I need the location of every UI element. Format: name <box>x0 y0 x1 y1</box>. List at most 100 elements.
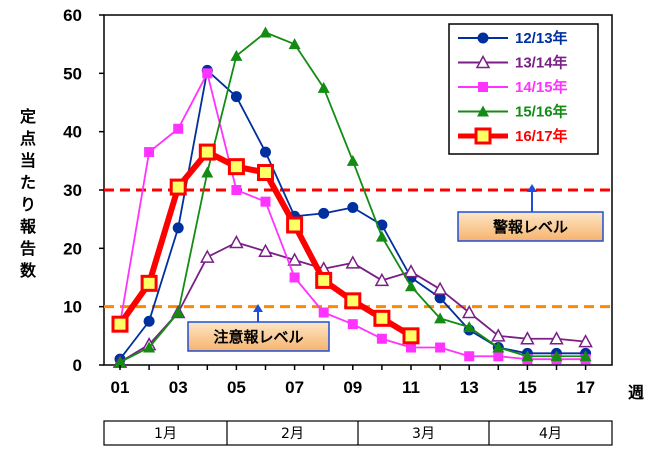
legend-label-2: 14/15年 <box>515 78 568 96</box>
annotation-box-0 <box>457 211 604 242</box>
series-3-point-7 <box>317 81 330 93</box>
y-tick-label-5: 50 <box>63 64 82 83</box>
series-1-point-10 <box>403 264 419 278</box>
legend-label-1: 13/14年 <box>515 54 568 72</box>
x-tick-label-5: 11 <box>402 378 420 397</box>
series-2-point-2 <box>173 123 184 134</box>
annotation-arrow-head-1 <box>253 304 263 312</box>
x-tick-label-1: 03 <box>169 378 188 397</box>
month-label-1: 2月 <box>281 426 304 442</box>
y-tick-label-4: 40 <box>63 123 82 142</box>
series-0-point-5 <box>260 146 271 158</box>
series-3-point-9 <box>375 230 388 242</box>
series-4-point-8 <box>344 292 362 310</box>
annotation-box-1 <box>187 321 330 352</box>
series-1-point-12 <box>461 304 477 319</box>
series-3-point-12 <box>463 321 476 333</box>
series-0-point-4 <box>230 91 242 103</box>
legend-item-3: 15/16年 <box>458 103 568 121</box>
series-3-point-10 <box>405 280 417 292</box>
series-4 <box>111 143 420 345</box>
series-2-point-9 <box>376 333 387 344</box>
series-4-point-10 <box>402 327 420 345</box>
series-1-point-9 <box>374 272 390 287</box>
month-label-3: 4月 <box>539 426 562 442</box>
series-3-point-5 <box>259 26 272 38</box>
threshold-annotation-1: 注意報レベル <box>187 304 330 352</box>
series-3-point-6 <box>288 38 301 50</box>
legend-item-1: 13/14年 <box>458 54 568 72</box>
legend-box <box>448 23 599 155</box>
x-tick-label-4: 09 <box>343 378 362 397</box>
x-axis-label: 週 <box>628 383 644 402</box>
x-tick-label-3: 07 <box>285 378 304 397</box>
series-3-point-8 <box>346 154 359 166</box>
y-tick-label-2: 20 <box>63 239 82 258</box>
series-4-point-7 <box>315 271 333 289</box>
legend-label-4: 16/17年 <box>515 127 568 145</box>
series-2-point-13 <box>493 351 504 362</box>
y-axis-label: 定点当たり報告数 <box>19 107 37 280</box>
series-4-point-1 <box>140 274 158 292</box>
x-tick-label-8: 17 <box>576 378 595 397</box>
y-tick-label-6: 60 <box>63 6 82 25</box>
legend-label-3: 15/16年 <box>515 103 568 121</box>
series-1-point-13 <box>491 328 506 342</box>
series-4-point-9 <box>373 309 391 327</box>
y-tick-label-1: 10 <box>63 298 82 317</box>
series-3-point-2 <box>172 306 185 318</box>
annotation-label-1: 注意報レベル <box>213 328 303 346</box>
series-4-point-6 <box>286 216 304 234</box>
series-3-point-0 <box>114 356 126 368</box>
series-2-point-7 <box>318 307 329 318</box>
series-2-point-3 <box>202 68 213 79</box>
series-2-point-12 <box>464 351 475 362</box>
series-3-point-4 <box>230 49 243 61</box>
series-4-point-0 <box>111 315 129 333</box>
series-4-point-4 <box>227 158 245 176</box>
threshold-annotation-0: 警報レベル <box>457 184 604 242</box>
series-0-point-1 <box>143 315 155 327</box>
series-1-point-4 <box>229 234 244 249</box>
series-3-point-15 <box>550 350 563 362</box>
series-1-point-8 <box>345 255 361 269</box>
x-tick-label-7: 15 <box>518 378 537 397</box>
series-0-point-7 <box>318 207 330 219</box>
x-tick-label-2: 05 <box>227 378 246 397</box>
series-2-point-11 <box>435 342 446 353</box>
series-2-point-8 <box>347 319 358 330</box>
series-2-point-1 <box>144 147 155 158</box>
legend-marker-0-point-legend <box>477 32 489 44</box>
series-3-point-14 <box>521 350 534 362</box>
legend-item-4: 16/17年 <box>458 127 568 145</box>
series-1-point-6 <box>287 252 302 266</box>
series-4-point-5 <box>257 164 274 181</box>
annotation-arrow-head-0 <box>527 184 537 192</box>
series-1-point-14 <box>520 331 535 345</box>
month-label-0: 1月 <box>154 426 177 442</box>
legend-label-0: 12/13年 <box>515 29 568 47</box>
y-tick-label-0: 0 <box>73 356 82 375</box>
series-2 <box>115 68 591 365</box>
series-4-point-2 <box>169 178 187 196</box>
series-1-point-3 <box>200 249 215 263</box>
legend-item-0: 12/13年 <box>458 29 568 47</box>
legend-marker-2-point-legend <box>478 82 488 92</box>
series-3-point-1 <box>143 341 156 353</box>
legend-marker-1-point-legend <box>475 54 491 69</box>
series-2-point-6 <box>289 272 300 283</box>
series-4-point-3 <box>198 143 216 161</box>
series-1-point-5 <box>258 243 273 257</box>
x-tick-label-0: 01 <box>111 378 130 397</box>
series-3-point-13 <box>492 341 505 353</box>
legend-marker-4-point-legend <box>474 127 492 145</box>
series-2-point-4 <box>231 185 242 195</box>
legend-marker-3-point-legend <box>477 105 489 117</box>
series-1-point-11 <box>432 281 448 295</box>
x-tick-label-6: 13 <box>460 378 479 397</box>
month-label-2: 3月 <box>412 426 435 442</box>
series-1-point-15 <box>549 331 564 345</box>
series-0-point-8 <box>347 202 359 213</box>
series-3-point-16 <box>579 350 592 362</box>
